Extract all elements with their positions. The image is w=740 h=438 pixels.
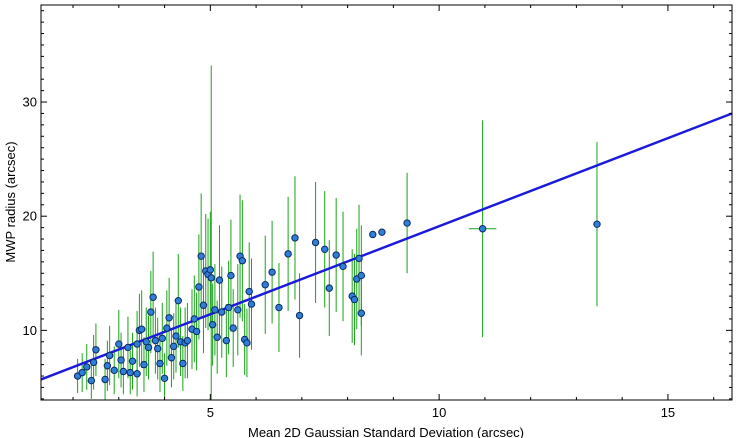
data-point — [126, 368, 134, 377]
x-tick-label: 15 — [661, 405, 675, 420]
data-point — [321, 245, 329, 254]
data-point — [124, 343, 132, 352]
data-point — [369, 230, 377, 239]
data-points-group — [73, 219, 601, 385]
data-point — [218, 308, 226, 316]
data-point — [403, 219, 411, 227]
data-point — [224, 303, 233, 312]
data-point — [103, 362, 112, 370]
data-point — [110, 366, 118, 375]
data-point — [92, 346, 100, 354]
data-point — [89, 358, 98, 367]
data-point — [357, 271, 366, 280]
data-point — [165, 314, 173, 322]
data-point — [172, 332, 180, 340]
data-point — [311, 238, 320, 247]
data-point — [215, 276, 224, 284]
y-tick-label: 20 — [23, 209, 37, 224]
data-point — [325, 284, 333, 292]
data-point — [229, 324, 237, 332]
x-axis-title: Mean 2D Gaussian Standard Deviation (arc… — [248, 425, 524, 438]
data-point — [238, 257, 247, 265]
data-point — [170, 342, 178, 351]
data-point — [378, 228, 386, 236]
data-point — [234, 306, 242, 314]
data-point — [192, 327, 201, 336]
data-point — [268, 268, 276, 276]
axis-ticks-group: 5 10 15 10 20 30 — [23, 5, 732, 420]
data-point — [128, 357, 137, 365]
data-point — [158, 334, 166, 343]
data-point — [195, 283, 203, 291]
data-point — [350, 295, 359, 304]
data-point — [357, 309, 366, 317]
data-point — [213, 333, 221, 341]
data-point — [332, 251, 340, 259]
data-point — [115, 340, 123, 348]
plot-frame — [40, 4, 733, 401]
data-point — [149, 293, 157, 301]
linear-fit-line — [41, 112, 732, 381]
data-point — [105, 351, 114, 360]
data-point — [153, 344, 162, 353]
data-point — [119, 367, 128, 376]
data-point — [174, 296, 182, 305]
data-point — [222, 336, 231, 345]
data-point — [190, 315, 199, 323]
data-point — [339, 262, 347, 271]
data-point — [144, 343, 153, 352]
data-point — [151, 336, 160, 345]
y-tick-label: 30 — [23, 95, 37, 110]
data-point — [206, 266, 215, 274]
data-point — [207, 274, 215, 282]
data-point — [133, 370, 141, 378]
data-point — [211, 306, 219, 314]
data-point — [355, 254, 363, 263]
x-tick-label: 5 — [207, 405, 214, 420]
data-point — [87, 376, 96, 385]
data-point — [227, 271, 235, 280]
data-point — [478, 225, 487, 233]
data-point — [83, 363, 91, 371]
data-point — [284, 250, 292, 258]
data-point — [247, 300, 256, 308]
data-point — [147, 308, 155, 316]
data-point — [163, 324, 171, 332]
data-point — [179, 359, 187, 368]
data-point — [291, 234, 299, 242]
data-point — [160, 374, 169, 383]
data-point — [133, 340, 141, 348]
data-point — [593, 220, 601, 228]
data-point — [183, 336, 192, 345]
data-point — [156, 359, 164, 368]
x-tick-label: 10 — [432, 405, 446, 420]
data-point — [101, 375, 109, 384]
data-point — [208, 320, 217, 329]
data-point — [275, 303, 283, 312]
y-axis-title: MWP radius (arcsec) — [3, 141, 18, 262]
data-point — [199, 301, 208, 309]
data-point — [167, 354, 176, 362]
data-point — [197, 252, 205, 260]
data-point — [140, 360, 148, 369]
data-point — [295, 311, 304, 320]
data-point — [243, 339, 251, 347]
data-point — [137, 325, 146, 333]
y-tick-label: 10 — [23, 323, 37, 338]
data-point — [78, 368, 86, 377]
data-point — [245, 287, 253, 296]
data-point — [117, 356, 125, 364]
data-point — [261, 280, 269, 289]
